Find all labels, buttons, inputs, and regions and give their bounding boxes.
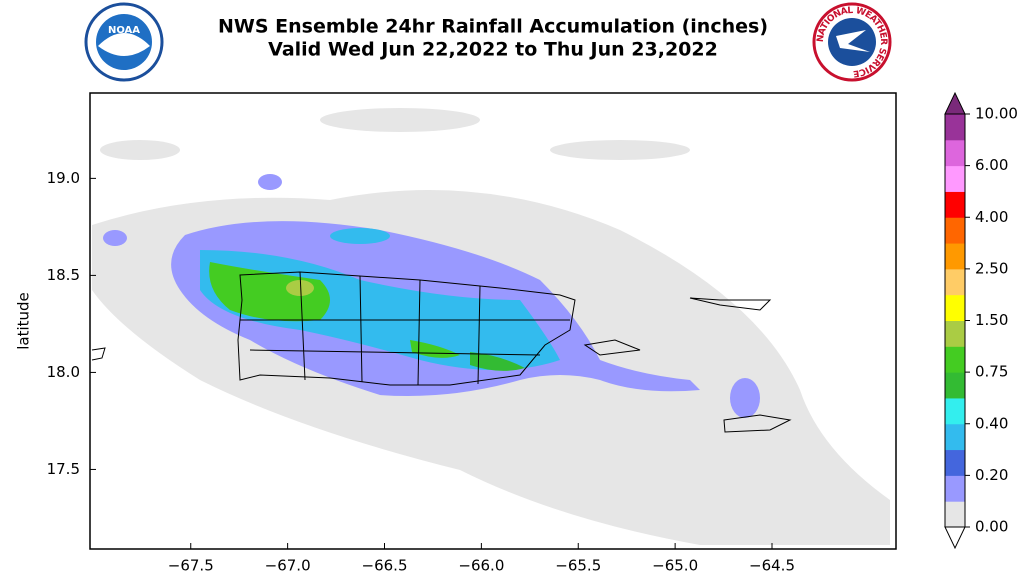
colorbar-segment bbox=[945, 294, 965, 321]
colorbar-under bbox=[944, 526, 966, 550]
y-tick-label: 19.0 bbox=[47, 169, 80, 187]
colorbar-segment bbox=[945, 449, 965, 476]
y-tick-label: 17.5 bbox=[47, 460, 80, 478]
colorbar-segment bbox=[945, 268, 965, 296]
subtitle: Valid Wed Jun 22,2022 to Thu Jun 23,2022 bbox=[268, 39, 718, 61]
map-frame bbox=[89, 92, 897, 550]
y-tick-label: 18.5 bbox=[47, 266, 80, 284]
colorbar-tick-label: 0.20 bbox=[975, 466, 1008, 484]
noaa-logo: NOAA bbox=[84, 2, 164, 82]
colorbar-tick-label: 2.50 bbox=[975, 259, 1008, 277]
x-tick-label: −66.5 bbox=[362, 557, 408, 575]
x-tick-label: −65.0 bbox=[652, 557, 698, 575]
coastlines bbox=[91, 271, 792, 433]
colorbar-segment bbox=[945, 217, 965, 244]
colorbar-over bbox=[944, 91, 966, 115]
colorbar-tick-label: 0.75 bbox=[975, 363, 1008, 381]
colorbar-segment bbox=[945, 372, 965, 399]
colorbar-tick-label: 0.00 bbox=[975, 518, 1008, 536]
x-tick-label: −64.5 bbox=[749, 557, 795, 575]
colorbar-tick-label: 0.40 bbox=[975, 414, 1008, 432]
colorbar-segment bbox=[945, 320, 965, 347]
colorbar-segment bbox=[945, 397, 965, 425]
y-tick-label: 18.0 bbox=[47, 363, 80, 381]
x-tick-label: −67.0 bbox=[265, 557, 311, 575]
nws-logo: NATIONAL WEATHER SERVICE bbox=[812, 2, 892, 82]
colorbar-tick-label: 10.00 bbox=[975, 105, 1018, 123]
x-tick-label: −67.5 bbox=[168, 557, 214, 575]
title: NWS Ensemble 24hr Rainfall Accumulation … bbox=[218, 16, 768, 38]
colorbar-segment bbox=[945, 114, 965, 141]
colorbar-segment bbox=[945, 139, 965, 167]
x-tick-label: −66.0 bbox=[458, 557, 504, 575]
colorbar-segment bbox=[945, 423, 965, 451]
x-tick-label: −65.5 bbox=[555, 557, 601, 575]
colorbar-segment bbox=[945, 243, 965, 270]
colorbar-segment bbox=[945, 346, 965, 373]
colorbar-segment bbox=[945, 475, 965, 502]
noaa-text: NOAA bbox=[108, 25, 140, 36]
colorbar-segment bbox=[945, 191, 965, 218]
colorbar-tick-label: 6.00 bbox=[975, 156, 1008, 174]
rainfall-field bbox=[92, 108, 890, 545]
colorbar-tick-label: 4.00 bbox=[975, 208, 1008, 226]
colorbar-segment bbox=[945, 501, 965, 528]
y-axis-label: latitude bbox=[15, 292, 33, 350]
colorbar-segment bbox=[945, 165, 965, 192]
colorbar-tick-label: 1.50 bbox=[975, 311, 1008, 329]
